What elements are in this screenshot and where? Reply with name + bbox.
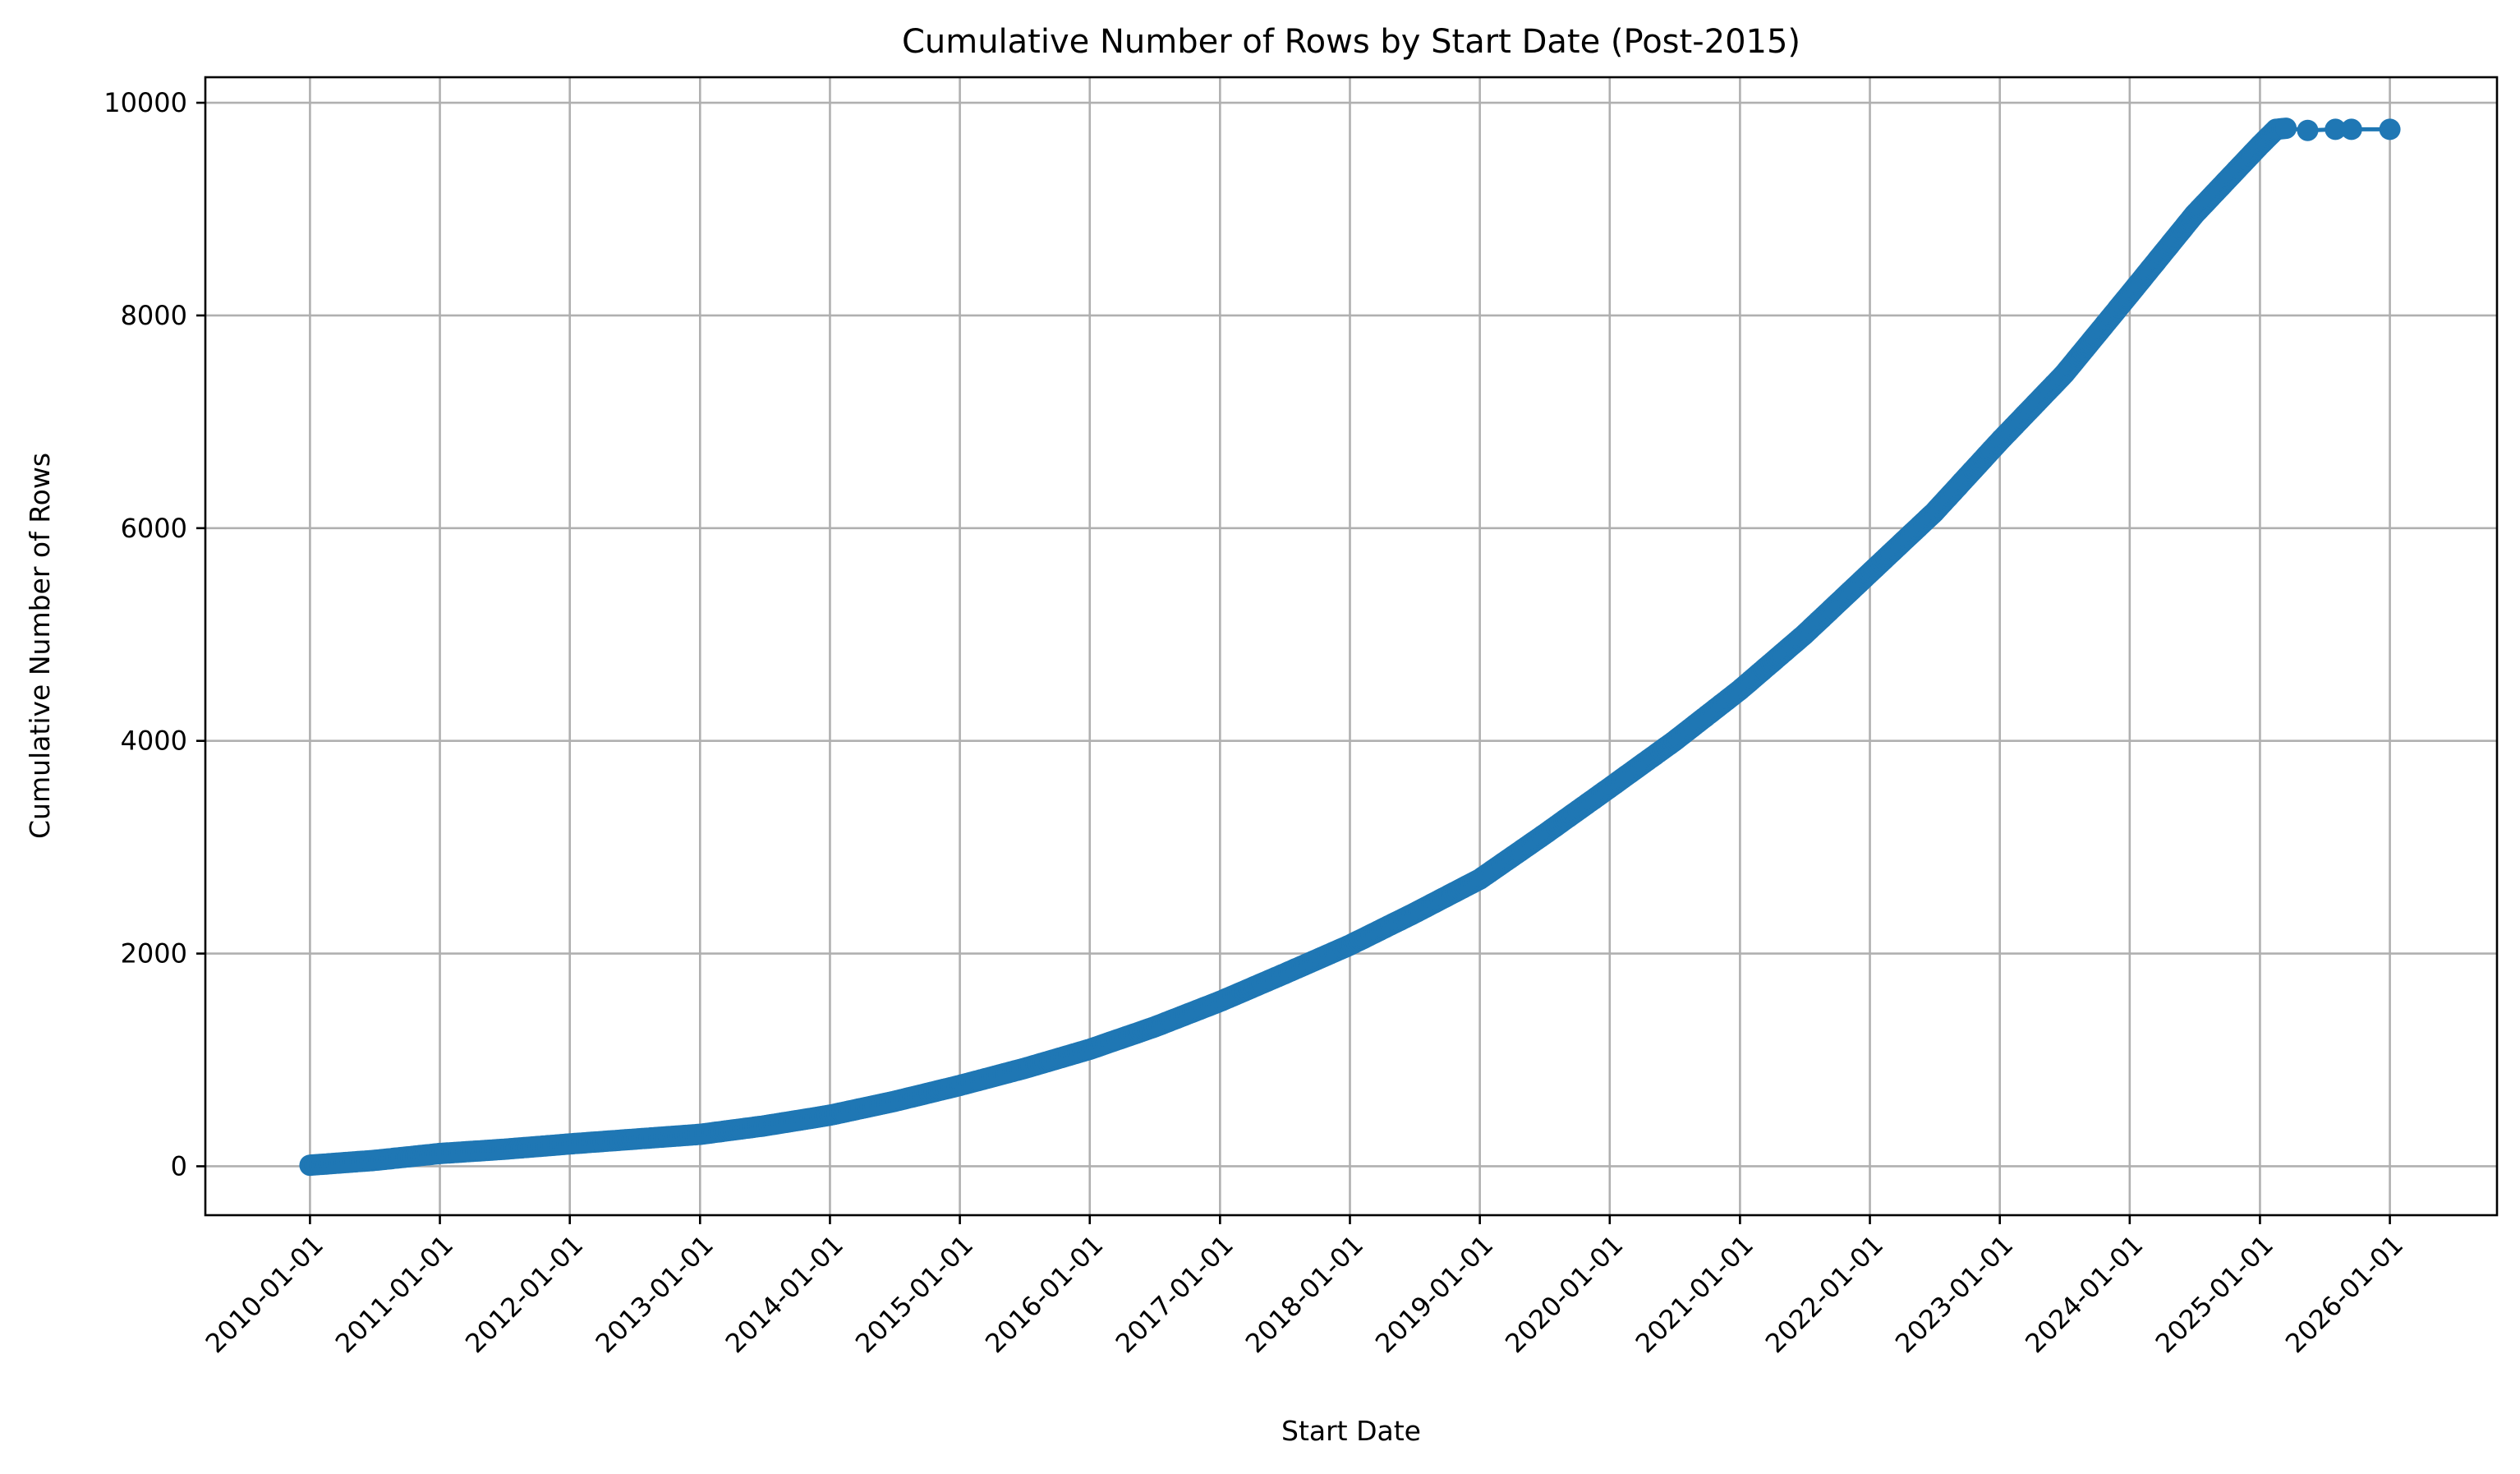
grid-lines: [205, 77, 2497, 1215]
x-tick-label: 2018-01-01: [1239, 1229, 1369, 1359]
x-tick-label: 2011-01-01: [329, 1229, 459, 1359]
x-tick-label: 2022-01-01: [1759, 1229, 1889, 1359]
x-tick-label: 2016-01-01: [979, 1229, 1109, 1359]
plot-frame: [204, 76, 2499, 1217]
x-tick-label: 2015-01-01: [849, 1229, 979, 1359]
x-tick-label: 2010-01-01: [200, 1229, 329, 1359]
x-tick-label: 2024-01-01: [2019, 1229, 2149, 1359]
chart-title: Cumulative Number of Rows by Start Date …: [902, 23, 1800, 61]
y-tick-label: 0: [171, 1150, 187, 1182]
y-axis-label: Cumulative Number of Rows: [24, 453, 56, 839]
series-markers: [299, 117, 2401, 1177]
x-tick-label: 2012-01-01: [459, 1229, 589, 1359]
x-tick-label: 2021-01-01: [1630, 1229, 1759, 1359]
x-tick-label: 2023-01-01: [1889, 1229, 2019, 1359]
data-point: [2340, 118, 2362, 140]
y-tick-label: 6000: [121, 513, 187, 544]
data-point: [2379, 118, 2401, 140]
x-tick-label: 2019-01-01: [1369, 1229, 1499, 1359]
x-tick-label: 2025-01-01: [2150, 1229, 2279, 1359]
data-point: [2325, 118, 2347, 140]
y-tick-label: 2000: [121, 938, 187, 970]
x-tick-label: 2026-01-01: [2279, 1229, 2409, 1359]
x-tick-label: 2013-01-01: [590, 1229, 720, 1359]
axis-ticks: 0 2000 4000 6000 8000 10000 2010-01-01 2011-01-…: [103, 87, 2409, 1359]
x-tick-label: 2017-01-01: [1110, 1229, 1239, 1359]
data-point: [2275, 117, 2297, 140]
data-series: [299, 117, 2401, 1177]
x-tick-label: 2020-01-01: [1499, 1229, 1629, 1359]
data-point: [2297, 119, 2319, 141]
y-tick-label: 4000: [121, 725, 187, 757]
x-axis-label: Start Date: [1281, 1415, 1421, 1447]
y-tick-label: 10000: [103, 87, 187, 118]
x-tick-label: 2014-01-01: [720, 1229, 849, 1359]
y-tick-label: 8000: [121, 300, 187, 331]
